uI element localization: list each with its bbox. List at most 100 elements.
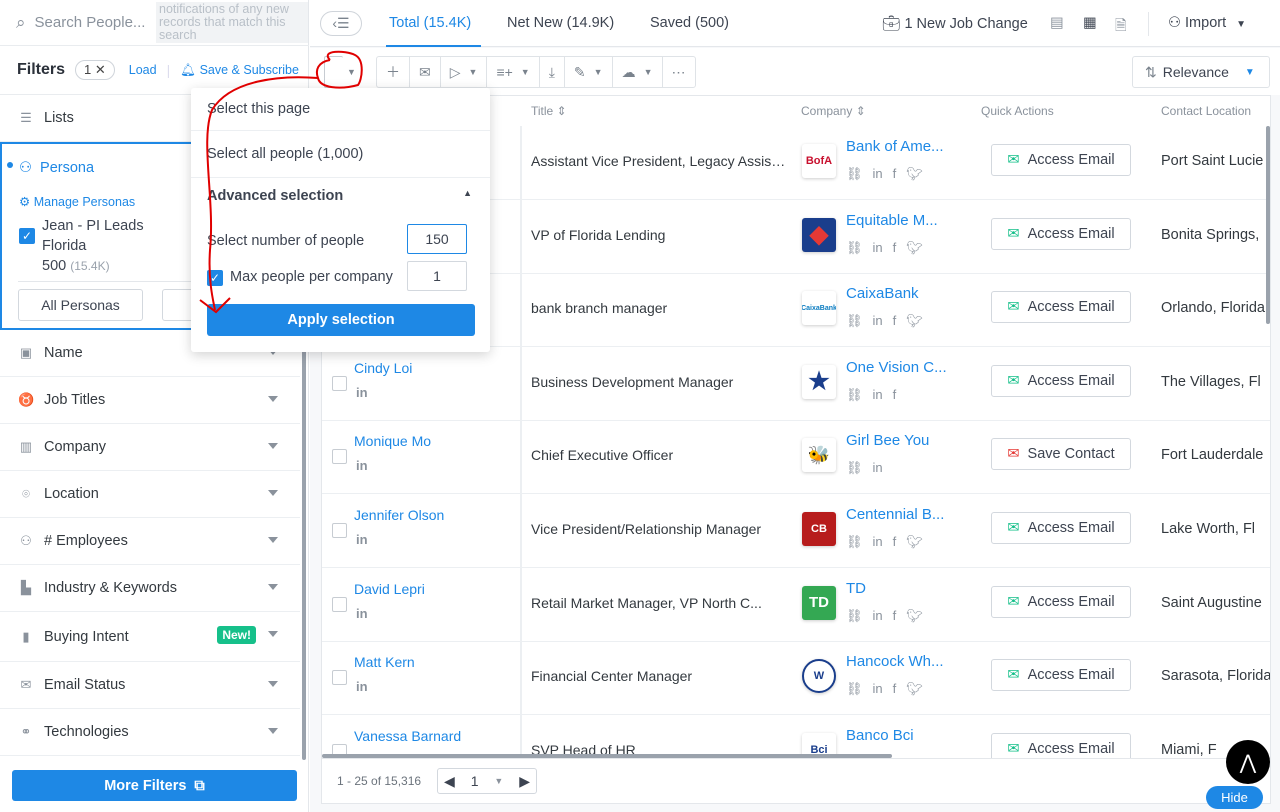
select-all-option[interactable]: Select all people (1,000) (191, 131, 490, 178)
access-email-button[interactable]: ✉ Access Email (991, 217, 1131, 250)
tab-total[interactable]: Total (15.4K) (389, 15, 472, 31)
caret-down-icon[interactable] (268, 349, 278, 360)
select-checkbox-dropdown[interactable]: ▼ (320, 56, 360, 88)
company-logo[interactable]: ★ (802, 364, 836, 399)
table-view-icon[interactable]: ▦ (1083, 15, 1097, 31)
person-name[interactable]: Monique Mo (354, 433, 432, 450)
filter-name[interactable]: ▣ Name (0, 330, 300, 377)
row-checkbox[interactable] (332, 596, 347, 612)
access-email-button[interactable]: ✉ Access Email (991, 512, 1131, 544)
person-name[interactable]: David Lepri (354, 580, 425, 597)
access-email-button[interactable]: ✉ Access Email (991, 144, 1131, 176)
twitter-icon[interactable]: 🐦︎ (906, 534, 923, 549)
company-logo[interactable]: CaixaBank (802, 291, 836, 326)
select-this-page-option[interactable]: Select this page (191, 88, 490, 131)
person-name[interactable]: Cindy Loi (354, 359, 413, 376)
person-name[interactable]: Matt Kern (354, 654, 415, 671)
linkedin-icon[interactable]: in (872, 166, 883, 181)
facebook-icon[interactable]: f (892, 313, 897, 329)
import-button[interactable]: ⚇ Import ▼ (1168, 15, 1247, 31)
email-icon[interactable]: ✉ (410, 57, 441, 87)
column-contact-location[interactable]: Contact Location (1161, 104, 1252, 118)
facebook-icon[interactable]: f (892, 239, 897, 255)
all-personas-button[interactable]: All Personas (18, 289, 143, 321)
link-icon[interactable]: ⛓ (846, 166, 863, 181)
job-change-link[interactable]: 💼︎ 1 New Job Change (882, 16, 1028, 32)
apply-selection-button[interactable]: Apply selection (207, 304, 475, 336)
linkedin-icon[interactable]: in (356, 679, 368, 695)
company-logo[interactable]: ◆ (802, 217, 836, 252)
save-contact-button[interactable]: ✉ Save Contact (991, 438, 1131, 471)
filter-job-titles[interactable]: ♉ Job Titles (0, 377, 300, 424)
caret-down-icon[interactable] (268, 728, 278, 739)
filter-location[interactable]: ⌾ Location (0, 471, 300, 518)
add-icon[interactable]: ＋ (377, 57, 410, 87)
link-icon[interactable]: ⛓ (846, 681, 863, 697)
facebook-icon[interactable]: f (892, 534, 897, 549)
more-filters-button[interactable]: More Filters ⧉ (12, 770, 297, 801)
filter-employees[interactable]: ⚇ # Employees (0, 518, 300, 565)
access-email-button[interactable]: ✉ Access Email (991, 732, 1131, 758)
download-icon[interactable]: ⤓ (540, 57, 565, 87)
company-name[interactable]: CaixaBank (846, 285, 919, 303)
filter-buying-intent[interactable]: ▮ Buying Intent New! (0, 612, 300, 662)
filter-company[interactable]: ▥ Company (0, 424, 300, 471)
prev-page-icon[interactable]: ◀ (444, 772, 455, 789)
company-name[interactable]: Girl Bee You (846, 432, 930, 450)
manage-personas-link[interactable]: ⚙ Manage Personas (19, 195, 136, 209)
tab-net-new[interactable]: Net New (14.9K) (507, 15, 615, 31)
list-view-icon[interactable]: ▤ (1050, 15, 1064, 31)
caret-down-icon[interactable] (268, 537, 278, 548)
company-name[interactable]: One Vision C... (846, 358, 947, 376)
twitter-icon[interactable]: 🐦︎ (906, 607, 923, 623)
next-page-icon[interactable]: ▶ (519, 772, 530, 789)
company-name[interactable]: Hancock Wh... (846, 653, 944, 671)
persona-checkbox[interactable]: ✓ (19, 228, 35, 244)
access-email-button[interactable]: ✉ Access Email (991, 364, 1131, 397)
row-checkbox[interactable] (332, 375, 347, 391)
caret-down-icon[interactable] (268, 584, 278, 595)
filter-email-status[interactable]: ✉ Email Status (0, 662, 300, 709)
company-name[interactable]: Banco Bci (846, 726, 914, 744)
facebook-icon[interactable]: f (892, 166, 897, 181)
twitter-icon[interactable]: 🐦︎ (906, 681, 923, 697)
company-logo[interactable]: W (802, 659, 836, 694)
linkedin-icon[interactable]: in (872, 313, 883, 329)
linkedin-icon[interactable]: in (872, 607, 883, 623)
person-name[interactable]: Vanessa Barnard (354, 727, 462, 744)
row-checkbox[interactable] (332, 670, 347, 686)
caret-down-icon[interactable] (268, 490, 278, 501)
sidebar-scrollbar[interactable] (302, 330, 306, 760)
horizontal-scrollbar[interactable] (322, 754, 892, 758)
caret-down-icon[interactable] (268, 443, 278, 454)
max-per-company-input[interactable]: 1 (407, 261, 467, 291)
linkedin-icon[interactable]: in (356, 532, 368, 547)
facebook-icon[interactable]: f (892, 681, 897, 697)
link-icon[interactable]: ⛓ (846, 607, 863, 623)
filter-count-clear[interactable]: 1 ✕ (75, 60, 115, 80)
search-people-input[interactable]: ⌕ Search People... (16, 12, 146, 32)
linkedin-icon[interactable]: in (356, 458, 368, 474)
linkedin-icon[interactable]: in (872, 534, 883, 549)
column-company[interactable]: Company ⇕ (801, 104, 866, 118)
row-checkbox[interactable] (332, 449, 347, 465)
person-name[interactable]: Jennifer Olson (354, 507, 445, 523)
access-email-button[interactable]: ✉ Access Email (991, 659, 1131, 692)
company-logo[interactable]: 🐝 (802, 438, 836, 473)
twitter-icon[interactable]: 🐦︎ (906, 313, 923, 329)
company-logo[interactable]: BofA (802, 144, 836, 178)
linkedin-icon[interactable]: in (872, 239, 883, 255)
link-icon[interactable]: ⛓ (846, 239, 863, 255)
facebook-icon[interactable]: f (892, 386, 897, 402)
hide-button[interactable]: Hide (1206, 786, 1263, 809)
send-sequence-button[interactable]: ▷ ▼ (441, 57, 488, 87)
filter-industry-keywords[interactable]: ▙ Industry & Keywords (0, 565, 300, 612)
persona-title[interactable]: ⚇ Persona (19, 160, 95, 176)
company-name[interactable]: TD (846, 579, 866, 597)
page-selector[interactable]: ◀ 1 ▼ ▶ (437, 768, 537, 794)
tab-saved[interactable]: Saved (500) (650, 15, 729, 31)
caret-down-icon[interactable] (268, 681, 278, 692)
access-email-button[interactable]: ✉ Access Email (991, 291, 1131, 324)
more-icon[interactable]: ⋯ (671, 63, 686, 80)
advanced-selection-toggle[interactable]: Advanced selection ▲ (207, 188, 472, 204)
